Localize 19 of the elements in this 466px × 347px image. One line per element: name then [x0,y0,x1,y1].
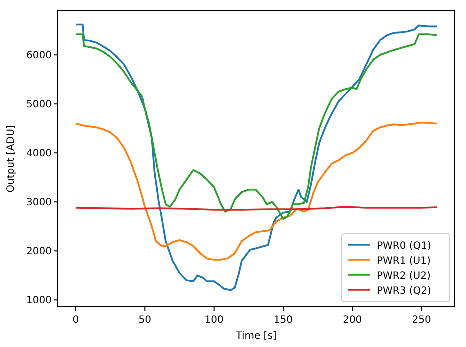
x-tick-label: 100 [204,315,224,326]
x-axis-title: Time [s] [235,331,277,342]
legend-label: PWR2 (U2) [377,271,431,282]
x-tick-label: 200 [343,315,362,326]
legend-label: PWR1 (U1) [377,256,431,267]
x-tick-label: 50 [138,315,152,326]
y-tick-label: 2000 [26,246,52,258]
y-tick-label: 4000 [26,148,52,160]
legend-label: PWR0 (Q1) [377,241,432,252]
legend-label: PWR3 (Q2) [377,286,432,297]
x-tick-label: 0 [72,315,80,326]
y-tick-label: 1000 [26,296,52,307]
line-series [75,34,438,220]
y-tick-label: 3000 [26,198,52,209]
y-axis-title: Output [ADU] [6,125,17,193]
x-tick-label: 250 [412,315,432,326]
y-tick-label: 5000 [26,100,52,111]
y-tick-label: 6000 [26,50,52,62]
x-tick-label: 150 [274,315,294,326]
